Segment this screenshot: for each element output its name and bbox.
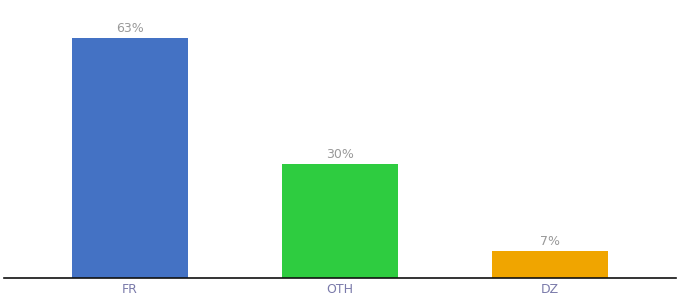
Bar bbox=[282, 164, 398, 278]
Text: 7%: 7% bbox=[540, 235, 560, 248]
Text: 63%: 63% bbox=[116, 22, 144, 35]
Text: 30%: 30% bbox=[326, 148, 354, 161]
Bar bbox=[72, 38, 188, 278]
Bar bbox=[492, 251, 608, 278]
